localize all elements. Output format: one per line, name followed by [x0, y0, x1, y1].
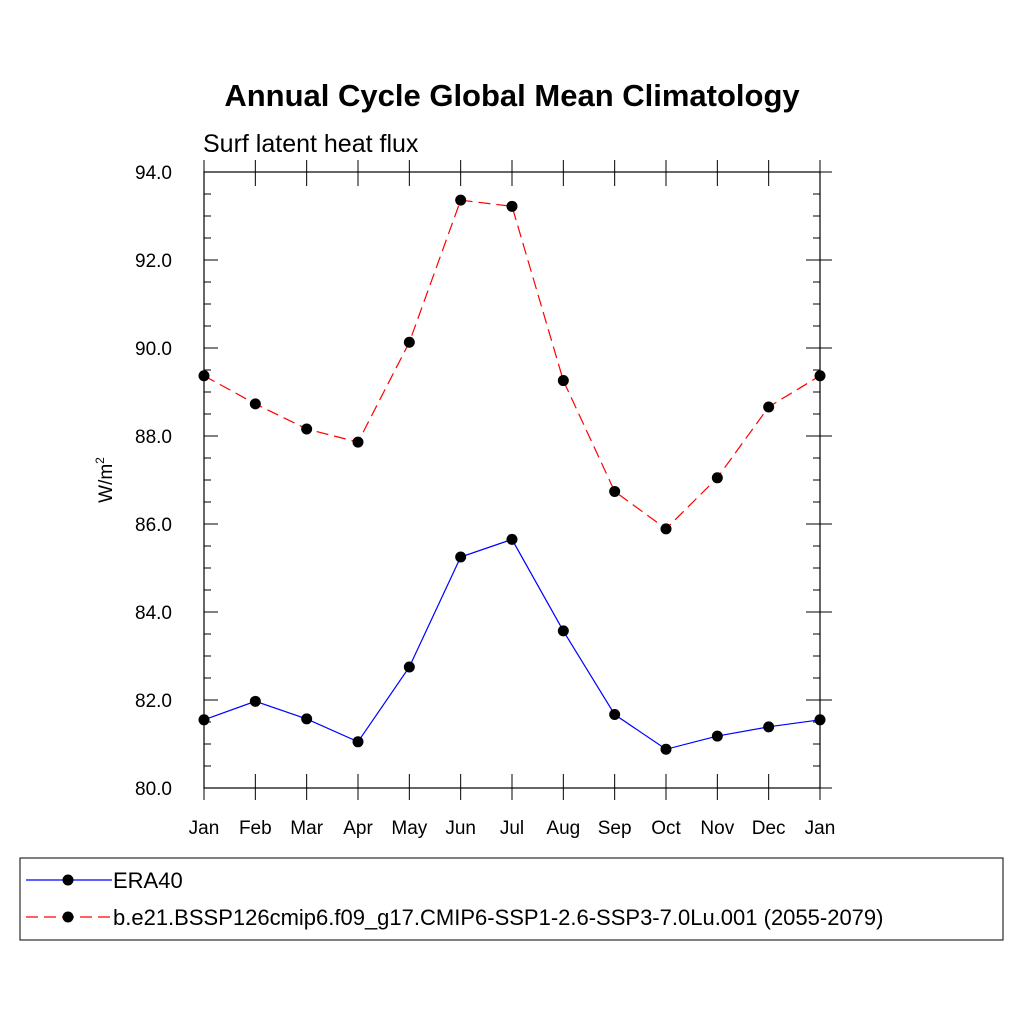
y-axis-label-superscript: 2 — [93, 457, 107, 464]
data-point — [198, 370, 210, 382]
legend-marker-1 — [62, 874, 74, 886]
data-point — [455, 551, 467, 563]
data-point — [814, 714, 826, 726]
x-tick-labels: Jan Feb Mar Apr May Jun Jul Aug Sep Oct Nov Dec Jan — [189, 818, 836, 839]
y-axis-label: W/m2 — [93, 457, 117, 503]
x-tick-label: Apr — [343, 818, 373, 839]
series-points — [198, 194, 826, 755]
axis-ticks — [203, 160, 832, 800]
y-axis-label-main: W/m — [96, 464, 117, 503]
series-line-1 — [203, 538, 821, 750]
data-point — [763, 401, 775, 413]
x-tick-label: Dec — [752, 818, 786, 839]
data-point — [301, 713, 313, 725]
y-tick-label: 94.0 — [135, 163, 172, 184]
x-tick-label: Oct — [651, 818, 681, 839]
data-point — [660, 743, 672, 755]
x-tick-label: Sep — [598, 818, 632, 839]
x-tick-label: Nov — [700, 818, 734, 839]
x-tick-label: Feb — [239, 818, 272, 839]
data-point — [711, 472, 723, 484]
x-tick-label: Jul — [500, 818, 524, 839]
data-point — [455, 194, 467, 206]
y-tick-labels: 80.0 82.0 84.0 86.0 88.0 90.0 92.0 94.0 — [135, 163, 172, 800]
legend-label-1: ERA40 — [113, 868, 183, 893]
x-tick-label: Mar — [290, 818, 323, 839]
y-tick-label: 90.0 — [135, 339, 172, 360]
chart-subtitle: Surf latent heat flux — [203, 130, 419, 158]
x-tick-label: May — [391, 818, 427, 839]
data-point — [711, 730, 723, 742]
x-tick-label: Jan — [189, 818, 220, 839]
series-line-2 — [203, 199, 821, 530]
legend-box — [19, 857, 1004, 941]
data-point — [506, 533, 518, 545]
data-point — [814, 370, 826, 382]
data-point — [557, 375, 569, 387]
data-point — [301, 423, 313, 435]
chart-title: Annual Cycle Global Mean Climatology — [224, 78, 800, 113]
data-point — [506, 200, 518, 212]
y-tick-label: 82.0 — [135, 691, 172, 712]
data-point — [403, 336, 415, 348]
data-point — [352, 736, 364, 748]
data-point — [403, 661, 415, 673]
y-tick-label: 84.0 — [135, 603, 172, 624]
x-tick-label: Aug — [546, 818, 580, 839]
series-lines — [203, 199, 821, 750]
y-tick-label: 86.0 — [135, 515, 172, 536]
legend: ERA40 b.e21.BSSP126cmip6.f09_g17.CMIP6-SS… — [26, 868, 883, 930]
plot-frame — [203, 171, 821, 789]
legend-marker-2 — [62, 911, 74, 923]
data-point — [249, 398, 261, 410]
data-point — [249, 695, 261, 707]
data-point — [352, 436, 364, 448]
data-point — [198, 714, 210, 726]
data-point — [609, 485, 621, 497]
y-tick-label: 88.0 — [135, 427, 172, 448]
data-point — [609, 709, 621, 721]
data-point — [763, 721, 775, 733]
legend-label-2: b.e21.BSSP126cmip6.f09_g17.CMIP6-SSP1-2.… — [113, 905, 883, 930]
data-point — [557, 625, 569, 637]
y-tick-label: 80.0 — [135, 779, 172, 800]
x-tick-label: Jun — [445, 818, 476, 839]
data-point — [660, 523, 672, 535]
y-tick-label: 92.0 — [135, 251, 172, 272]
x-tick-label: Jan — [805, 818, 836, 839]
